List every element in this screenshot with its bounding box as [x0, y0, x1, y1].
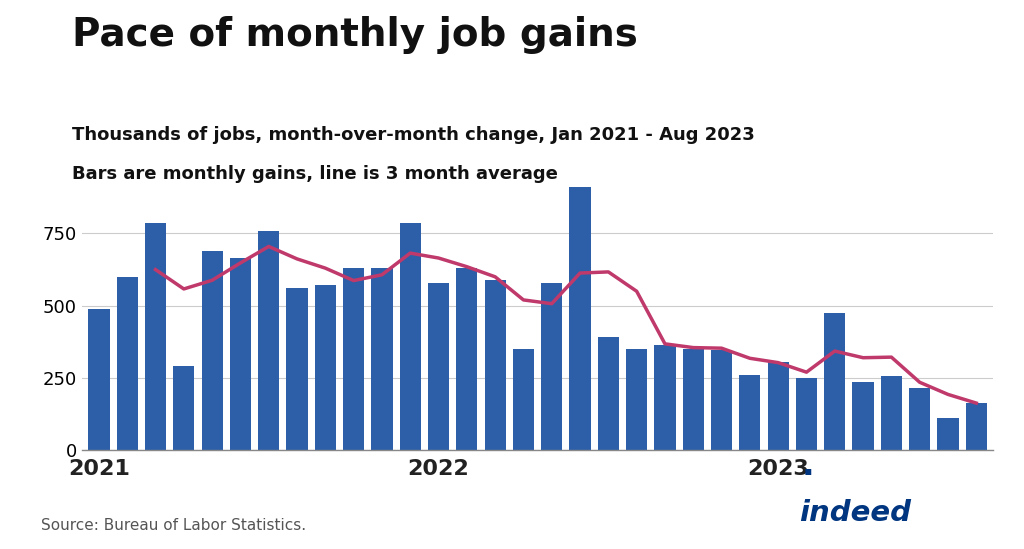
- Text: ·: ·: [802, 458, 814, 491]
- Text: Bars are monthly gains, line is 3 month average: Bars are monthly gains, line is 3 month …: [72, 165, 557, 183]
- Bar: [796, 378, 817, 450]
- Text: Source: Bureau of Labor Statistics.: Source: Bureau of Labor Statistics.: [41, 518, 306, 533]
- Bar: [598, 338, 618, 450]
- Bar: [173, 366, 195, 450]
- Bar: [909, 388, 931, 450]
- Text: Pace of monthly job gains: Pace of monthly job gains: [72, 16, 638, 54]
- Bar: [513, 349, 535, 450]
- Bar: [654, 345, 676, 450]
- Bar: [229, 258, 251, 450]
- Bar: [739, 375, 761, 450]
- Bar: [966, 402, 987, 450]
- Text: indeed: indeed: [799, 499, 910, 527]
- Bar: [428, 283, 450, 450]
- Bar: [144, 223, 166, 450]
- Bar: [768, 362, 788, 450]
- Bar: [343, 268, 365, 450]
- Bar: [314, 285, 336, 450]
- Bar: [569, 187, 591, 450]
- Bar: [457, 268, 477, 450]
- Bar: [287, 288, 307, 450]
- Bar: [711, 350, 732, 450]
- Bar: [258, 231, 280, 450]
- Bar: [937, 418, 958, 450]
- Bar: [88, 309, 110, 450]
- Bar: [626, 349, 647, 450]
- Text: Thousands of jobs, month-over-month change, Jan 2021 - Aug 2023: Thousands of jobs, month-over-month chan…: [72, 126, 755, 144]
- Bar: [399, 223, 421, 450]
- Bar: [117, 277, 138, 450]
- Bar: [824, 313, 846, 450]
- Bar: [202, 251, 223, 450]
- Bar: [372, 268, 392, 450]
- Bar: [852, 382, 873, 450]
- Bar: [683, 349, 703, 450]
- Bar: [541, 283, 562, 450]
- Bar: [484, 279, 506, 450]
- Bar: [881, 377, 902, 450]
